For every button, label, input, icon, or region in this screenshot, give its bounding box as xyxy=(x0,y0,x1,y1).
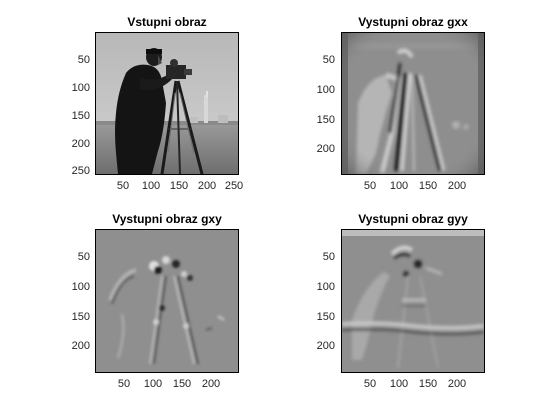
x-tick-label: 100 xyxy=(141,180,161,192)
x-tick-label: 150 xyxy=(418,180,438,192)
panel-title-gxy: Vystupni obraz gxy xyxy=(112,212,222,226)
y-tick-label: 100 xyxy=(316,84,335,96)
x-tick-label: 50 xyxy=(116,180,130,192)
x-tick-label: 50 xyxy=(363,378,377,390)
x-tick-label: 150 xyxy=(418,378,438,390)
x-tick-label: 150 xyxy=(169,180,189,192)
x-tick-label: 100 xyxy=(143,378,163,390)
image-axes-gyy xyxy=(341,229,485,373)
panel-title-input: Vstupni obraz xyxy=(127,15,207,29)
y-tick-label: 150 xyxy=(71,110,90,122)
x-tick-label: 200 xyxy=(197,180,217,192)
x-tick-label: 100 xyxy=(389,180,409,192)
y-tick-label: 50 xyxy=(322,54,335,66)
y-tick-label: 50 xyxy=(77,54,90,66)
cameraman-image xyxy=(96,33,238,174)
y-tick-label: 100 xyxy=(71,82,90,94)
y-tick-label: 200 xyxy=(316,340,335,352)
x-tick-label: 200 xyxy=(201,378,221,390)
image-axes-gxx xyxy=(341,32,485,175)
image-axes-input xyxy=(95,32,239,175)
y-tick-label: 200 xyxy=(316,143,335,155)
y-tick-label: 50 xyxy=(322,251,335,263)
panel-title-gyy: Vystupni obraz gyy xyxy=(358,212,468,226)
gxx-filtered-image xyxy=(342,33,484,174)
panel-title-gxx: Vystupni obraz gxx xyxy=(358,15,468,29)
gxy-filtered-image xyxy=(96,230,238,372)
image-axes-gxy xyxy=(95,229,239,373)
x-tick-label: 100 xyxy=(389,378,409,390)
y-tick-label: 100 xyxy=(316,281,335,293)
x-tick-label: 150 xyxy=(172,378,192,390)
x-tick-label: 200 xyxy=(447,180,467,192)
x-tick-label: 250 xyxy=(224,180,244,192)
y-tick-label: 250 xyxy=(71,165,90,177)
y-tick-label: 200 xyxy=(71,340,90,352)
gyy-filtered-image xyxy=(342,230,484,372)
x-tick-label: 50 xyxy=(117,378,131,390)
y-tick-label: 150 xyxy=(316,311,335,323)
x-tick-label: 200 xyxy=(447,378,467,390)
y-tick-label: 150 xyxy=(71,311,90,323)
x-tick-label: 50 xyxy=(363,180,377,192)
y-tick-label: 100 xyxy=(71,281,90,293)
y-tick-label: 200 xyxy=(71,138,90,150)
y-tick-label: 50 xyxy=(77,251,90,263)
y-tick-label: 150 xyxy=(316,114,335,126)
